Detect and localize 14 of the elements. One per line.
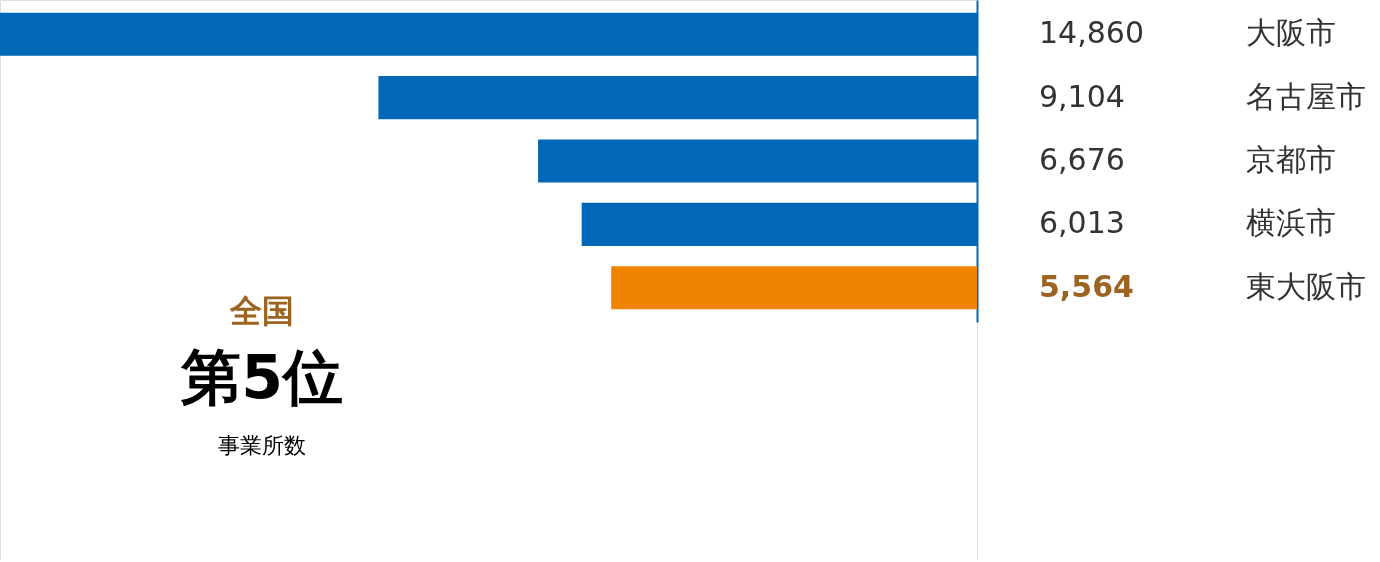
data-label: 14,860 (1039, 15, 1144, 51)
text: 第5位 (180, 342, 343, 412)
y-tick-label: 横浜市 (1245, 205, 1336, 241)
y-tick-label: 京都市 (1245, 142, 1336, 177)
y-tick-label: 大阪市 (1245, 15, 1336, 51)
data-label: 9,104 (1039, 78, 1125, 114)
y-tick-label: 名古屋市 (1245, 78, 1366, 114)
data-label: 5,564 (1039, 268, 1134, 304)
bar (611, 266, 977, 310)
y-tick-label: 東大阪市 (1245, 268, 1366, 304)
data-label: 6,676 (1039, 142, 1125, 177)
annotation: 全国 (229, 292, 294, 330)
data-label: 6,013 (1039, 205, 1125, 241)
text: 事業所数 (218, 433, 306, 458)
